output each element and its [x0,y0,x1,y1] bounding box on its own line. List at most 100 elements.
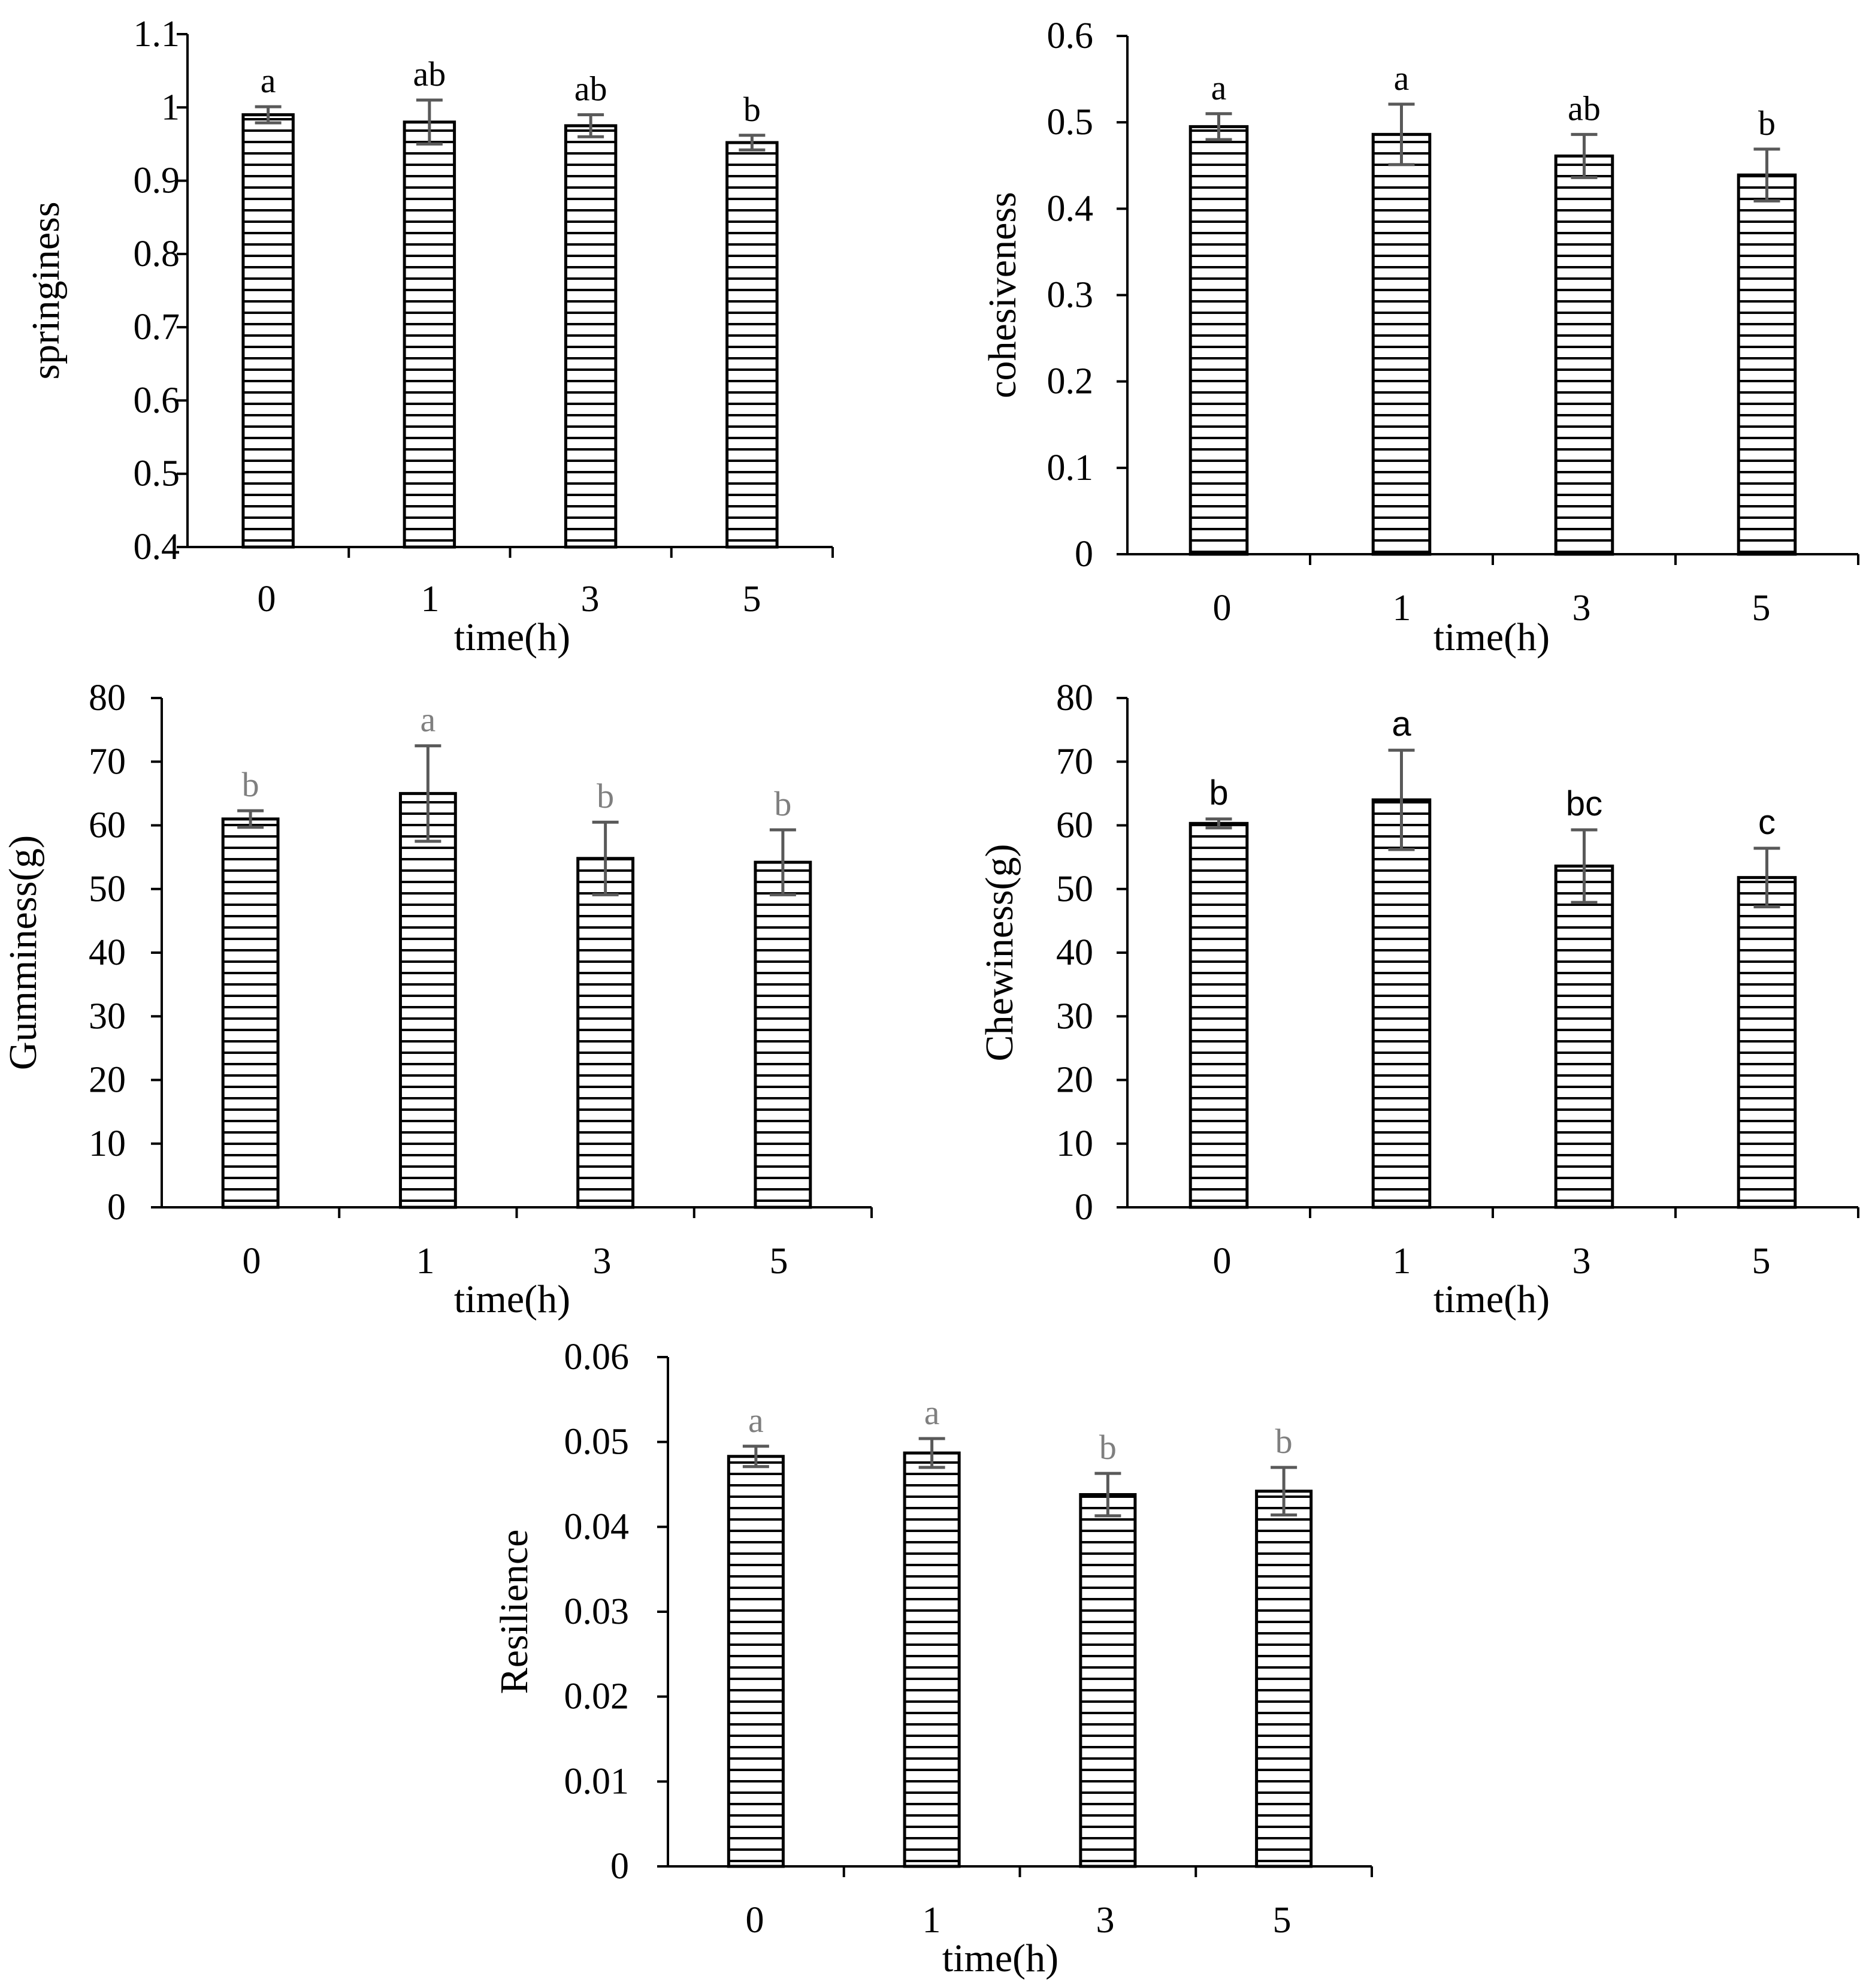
x-tick-label: 1 [923,1900,941,1941]
y-tick-label: 0.2 [1047,361,1094,402]
x-axis-title: time(h) [1433,1277,1550,1321]
chart-3: 0 10 20 30 40 50 60 70 80 b 0 a 1 b 3 b 5 time(h) Gummines… [1,678,873,1321]
y-tick-label: 1 [161,87,180,128]
chart-4: 0 10 20 30 40 50 60 70 80 b 0 a 1 bc 3 c 5 time(h) Chewine… [978,678,1859,1321]
significance-label: ab [574,70,607,108]
x-tick-label: 5 [1273,1900,1292,1941]
significance-label: a [261,61,276,100]
x-axis-title: time(h) [1433,615,1550,659]
x-tick-label: 5 [770,1241,788,1282]
y-tick-label: 40 [1056,932,1093,973]
x-tick-label: 1 [421,579,440,620]
y-tick-label: 0 [610,1846,629,1887]
x-tick-label: 3 [1096,1900,1115,1941]
bar [1737,876,1797,1209]
bar [725,141,779,549]
significance-label: b [1209,774,1228,812]
x-tick-label: 1 [1393,1241,1411,1282]
y-tick-label: 80 [1056,678,1093,718]
x-tick-label: 5 [1752,588,1771,629]
bar [221,817,280,1209]
x-axis-title: time(h) [942,1936,1058,1980]
significance-label: a [1211,68,1227,107]
bar [1188,821,1249,1209]
x-tick-label: 1 [416,1241,435,1282]
y-tick-label: 0 [107,1187,126,1228]
chart-5: 0 0.01 0.02 0.03 0.04 0.05 0.06 a 0 a 1 b 3 b 5 time(h)… [492,1337,1373,1980]
significance-label: b [743,90,761,129]
x-tick-label: 5 [1752,1241,1771,1282]
y-tick-label: 0.5 [1047,102,1094,143]
significance-label: b [1275,1422,1293,1461]
y-tick-label: 0.01 [564,1761,630,1802]
y-tick-label: 70 [89,741,126,782]
x-tick-label: 0 [746,1900,764,1941]
y-axis-title: Resilience [492,1530,536,1694]
bar [398,791,457,1209]
significance-label: b [242,765,259,804]
bar [576,857,635,1209]
x-tick-label: 0 [1213,588,1232,629]
y-tick-label: 50 [1056,869,1093,910]
x-tick-label: 0 [1213,1241,1232,1282]
significance-label: a [748,1401,764,1440]
significance-label: b [1758,104,1776,143]
x-tick-label: 3 [581,579,600,620]
y-tick-label: 30 [89,996,126,1037]
y-tick-label: 10 [1056,1123,1093,1164]
bar [1079,1493,1137,1868]
bar [1737,173,1797,556]
bar [564,124,618,549]
significance-label: b [597,777,614,815]
y-tick-label: 0.3 [1047,275,1094,316]
y-tick-label: 70 [1056,741,1093,782]
significance-label: a [421,700,436,739]
bar [1371,132,1432,556]
x-tick-label: 3 [593,1241,612,1282]
y-tick-label: 50 [89,869,126,910]
chart-1: 0.4 0.5 0.6 0.7 0.8 0.9 1 1.1 a 0 ab 1 ab 3 b 5 time(h) s… [24,14,834,659]
bar [241,113,295,549]
y-tick-label: 40 [89,932,126,973]
bar [403,120,456,549]
bar [727,1455,785,1868]
bar [1554,154,1614,556]
y-tick-label: 0.5 [134,454,180,494]
x-tick-label: 5 [743,579,761,620]
x-tick-label: 0 [258,579,276,620]
y-tick-label: 60 [1056,805,1093,846]
y-tick-label: 0.05 [564,1422,630,1463]
x-tick-label: 1 [1393,588,1411,629]
bar [1188,125,1249,556]
y-tick-label: 1.1 [134,14,180,55]
y-axis-title: cohesiveness [981,192,1024,398]
y-tick-label: 0.06 [564,1337,630,1377]
y-tick-label: 0.9 [134,161,180,201]
significance-label: c [1758,803,1776,842]
y-tick-label: 0.4 [134,527,180,567]
bar [903,1451,961,1868]
bar [1255,1490,1313,1868]
y-tick-label: 20 [1056,1060,1093,1101]
y-axis-title: springiness [24,202,68,380]
significance-label: b [1099,1428,1117,1467]
y-tick-label: 0.7 [134,307,180,348]
significance-label: a [1392,705,1411,744]
significance-label: ab [1568,89,1601,128]
significance-label: a [924,1393,940,1432]
significance-label: ab [413,55,446,93]
y-tick-label: 0.02 [564,1676,630,1717]
y-tick-label: 20 [89,1060,126,1101]
y-axis-title: Chewiness(g) [978,844,1021,1062]
x-axis-title: time(h) [454,1277,570,1321]
x-tick-label: 3 [1572,588,1591,629]
x-axis-title: time(h) [454,615,570,659]
bar [1371,798,1432,1209]
significance-label: b [774,784,791,823]
y-tick-label: 0.6 [134,380,180,421]
y-tick-label: 10 [89,1123,126,1164]
y-tick-label: 0 [1075,1187,1093,1228]
y-tick-label: 0.8 [134,234,180,274]
y-tick-label: 0 [1075,534,1093,575]
